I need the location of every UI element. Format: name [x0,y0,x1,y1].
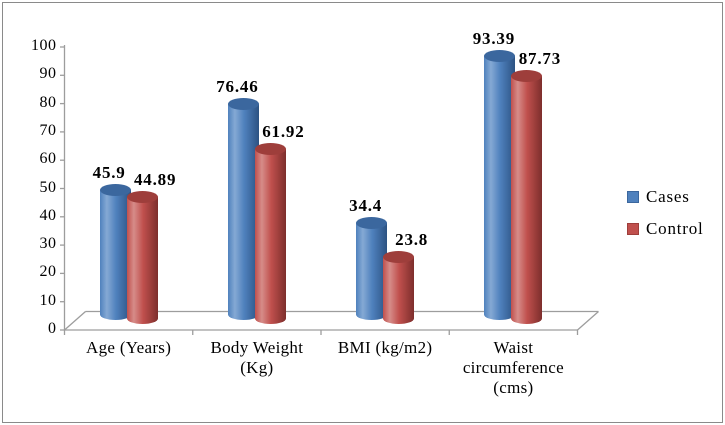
legend-item-cases: Cases [627,187,704,207]
legend-item-control: Control [627,219,704,239]
legend-label: Control [646,219,704,238]
legend-swatch-cases [627,191,639,203]
legend-label: Cases [646,187,690,206]
legend: Cases Control [627,187,704,251]
legend-swatch-control [627,223,639,235]
